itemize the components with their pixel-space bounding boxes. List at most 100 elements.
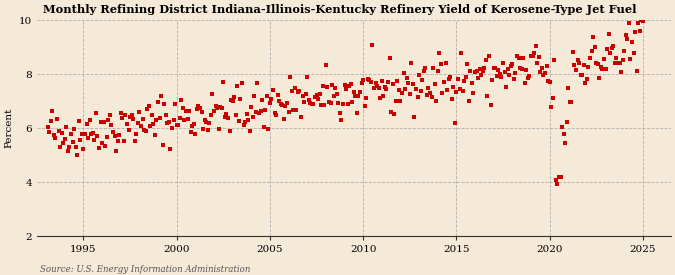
Point (625, 57, 636, 62)
Point (496, 75, 507, 80)
Point (412, 94, 423, 99)
Point (472, 76, 483, 81)
Point (137, 117, 148, 122)
Point (145, 124, 156, 128)
Point (568, 50, 578, 54)
Point (128, 117, 138, 121)
Point (288, 108, 298, 112)
Point (263, 126, 274, 131)
Point (244, 128, 255, 133)
Point (290, 86, 300, 90)
Point (274, 98, 285, 103)
Point (485, 103, 496, 107)
Point (519, 81, 530, 86)
Point (219, 115, 230, 120)
Point (246, 105, 256, 109)
Point (59, 137, 70, 142)
Point (624, 21, 634, 25)
Point (550, 178, 561, 182)
Point (398, 71, 409, 75)
Point (552, 182, 563, 186)
Point (286, 89, 297, 93)
Point (227, 99, 238, 104)
Point (408, 82, 418, 86)
Point (125, 115, 136, 120)
Point (389, 112, 400, 116)
Point (632, 21, 643, 26)
Point (266, 97, 277, 101)
Point (440, 60, 451, 65)
Point (190, 131, 200, 136)
Point (161, 113, 171, 118)
Point (429, 82, 440, 86)
Point (538, 73, 549, 78)
Point (130, 139, 140, 143)
Point (583, 65, 594, 69)
Point (569, 62, 580, 67)
Point (157, 143, 168, 148)
Point (284, 109, 294, 114)
Point (76, 132, 87, 136)
Point (267, 87, 278, 92)
Point (261, 94, 272, 98)
Point (69, 126, 80, 131)
Point (63, 148, 74, 153)
Point (390, 98, 401, 103)
Point (539, 71, 550, 75)
Point (234, 119, 244, 123)
Point (338, 102, 348, 106)
Point (491, 74, 502, 78)
Point (564, 99, 575, 104)
Point (310, 95, 321, 99)
Point (89, 138, 100, 142)
Point (305, 101, 316, 105)
Point (43, 125, 53, 129)
Point (457, 88, 468, 93)
Point (555, 175, 566, 179)
Point (477, 69, 488, 74)
Point (103, 117, 113, 122)
Point (562, 120, 572, 125)
Point (586, 48, 597, 53)
Point (167, 126, 178, 131)
Point (53, 129, 64, 133)
Point (64, 145, 75, 150)
Point (470, 70, 481, 74)
Point (212, 106, 223, 110)
Point (479, 66, 490, 70)
Point (95, 120, 106, 124)
Point (101, 135, 112, 140)
Point (224, 129, 235, 133)
Point (50, 136, 61, 140)
Point (317, 84, 328, 89)
Point (281, 101, 292, 105)
Point (372, 84, 383, 88)
Point (78, 146, 89, 151)
Point (634, 29, 645, 33)
Point (541, 64, 552, 68)
Point (546, 105, 557, 109)
Point (526, 54, 537, 58)
Point (297, 94, 308, 98)
Point (294, 89, 305, 93)
Point (114, 133, 125, 138)
Point (80, 132, 90, 136)
Point (532, 60, 543, 65)
Point (535, 70, 545, 74)
Point (524, 74, 535, 78)
Point (285, 75, 296, 79)
Point (580, 81, 591, 85)
Point (204, 120, 215, 125)
Point (97, 141, 107, 146)
Point (637, 19, 648, 24)
Point (418, 69, 429, 74)
Point (414, 72, 425, 77)
Point (383, 80, 394, 85)
Point (603, 32, 614, 37)
Point (585, 56, 595, 60)
Point (475, 67, 485, 71)
Point (230, 113, 241, 118)
Point (143, 103, 154, 108)
Point (466, 81, 477, 86)
Point (112, 139, 123, 143)
